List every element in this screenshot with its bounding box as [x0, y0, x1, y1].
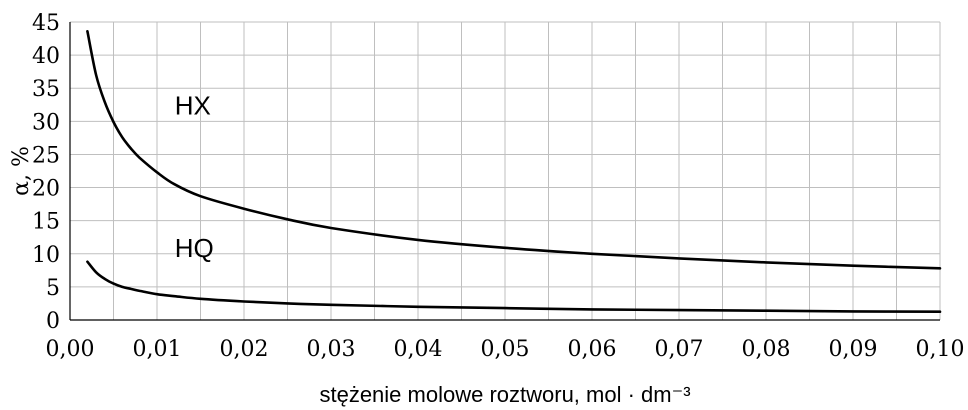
grid — [69, 21, 941, 321]
x-tick-label: 0,06 — [568, 337, 617, 362]
x-tick-label: 0,05 — [481, 337, 530, 362]
y-tick-label: 15 — [32, 210, 60, 235]
x-tick-label: 0,00 — [46, 337, 95, 362]
y-tick-labels: 0 5 10 15 20 25 30 35 40 45 — [32, 11, 60, 334]
series-label-hx: HX — [175, 91, 211, 121]
y-tick-label: 0 — [46, 309, 60, 334]
y-tick-label: 20 — [32, 177, 60, 202]
series-label-hq: HQ — [175, 233, 214, 263]
series-line-hx — [86, 30, 942, 270]
y-tick-label: 10 — [32, 243, 60, 268]
y-tick-label: 40 — [32, 44, 60, 69]
x-tick-labels: 0,00 0,01 0,02 0,03 0,04 0,05 0,06 0,07 0,08 0,09… — [46, 337, 965, 362]
x-tick-label: 0,01 — [133, 337, 182, 362]
x-tick-label: 0,02 — [220, 337, 269, 362]
x-tick-label: 0,03 — [307, 337, 356, 362]
y-tick-label: 35 — [32, 77, 60, 102]
x-tick-label: 0,08 — [742, 337, 791, 362]
x-tick-label: 0,09 — [829, 337, 878, 362]
series-line-hq — [86, 260, 942, 313]
axes — [69, 22, 940, 321]
y-tick-label: 45 — [32, 11, 60, 36]
y-axis-title: α, % — [9, 146, 34, 196]
x-tick-label: 0,10 — [916, 337, 965, 362]
series-labels: HX HQ — [175, 91, 214, 263]
y-tick-label: 5 — [46, 276, 60, 301]
y-tick-label: 30 — [32, 110, 60, 135]
x-axis-title: stężenie molowe roztworu, mol · dm⁻³ — [319, 382, 690, 407]
series — [86, 30, 942, 313]
x-tick-label: 0,07 — [655, 337, 704, 362]
x-tick-label: 0,04 — [394, 337, 443, 362]
y-tick-label: 25 — [32, 143, 60, 168]
